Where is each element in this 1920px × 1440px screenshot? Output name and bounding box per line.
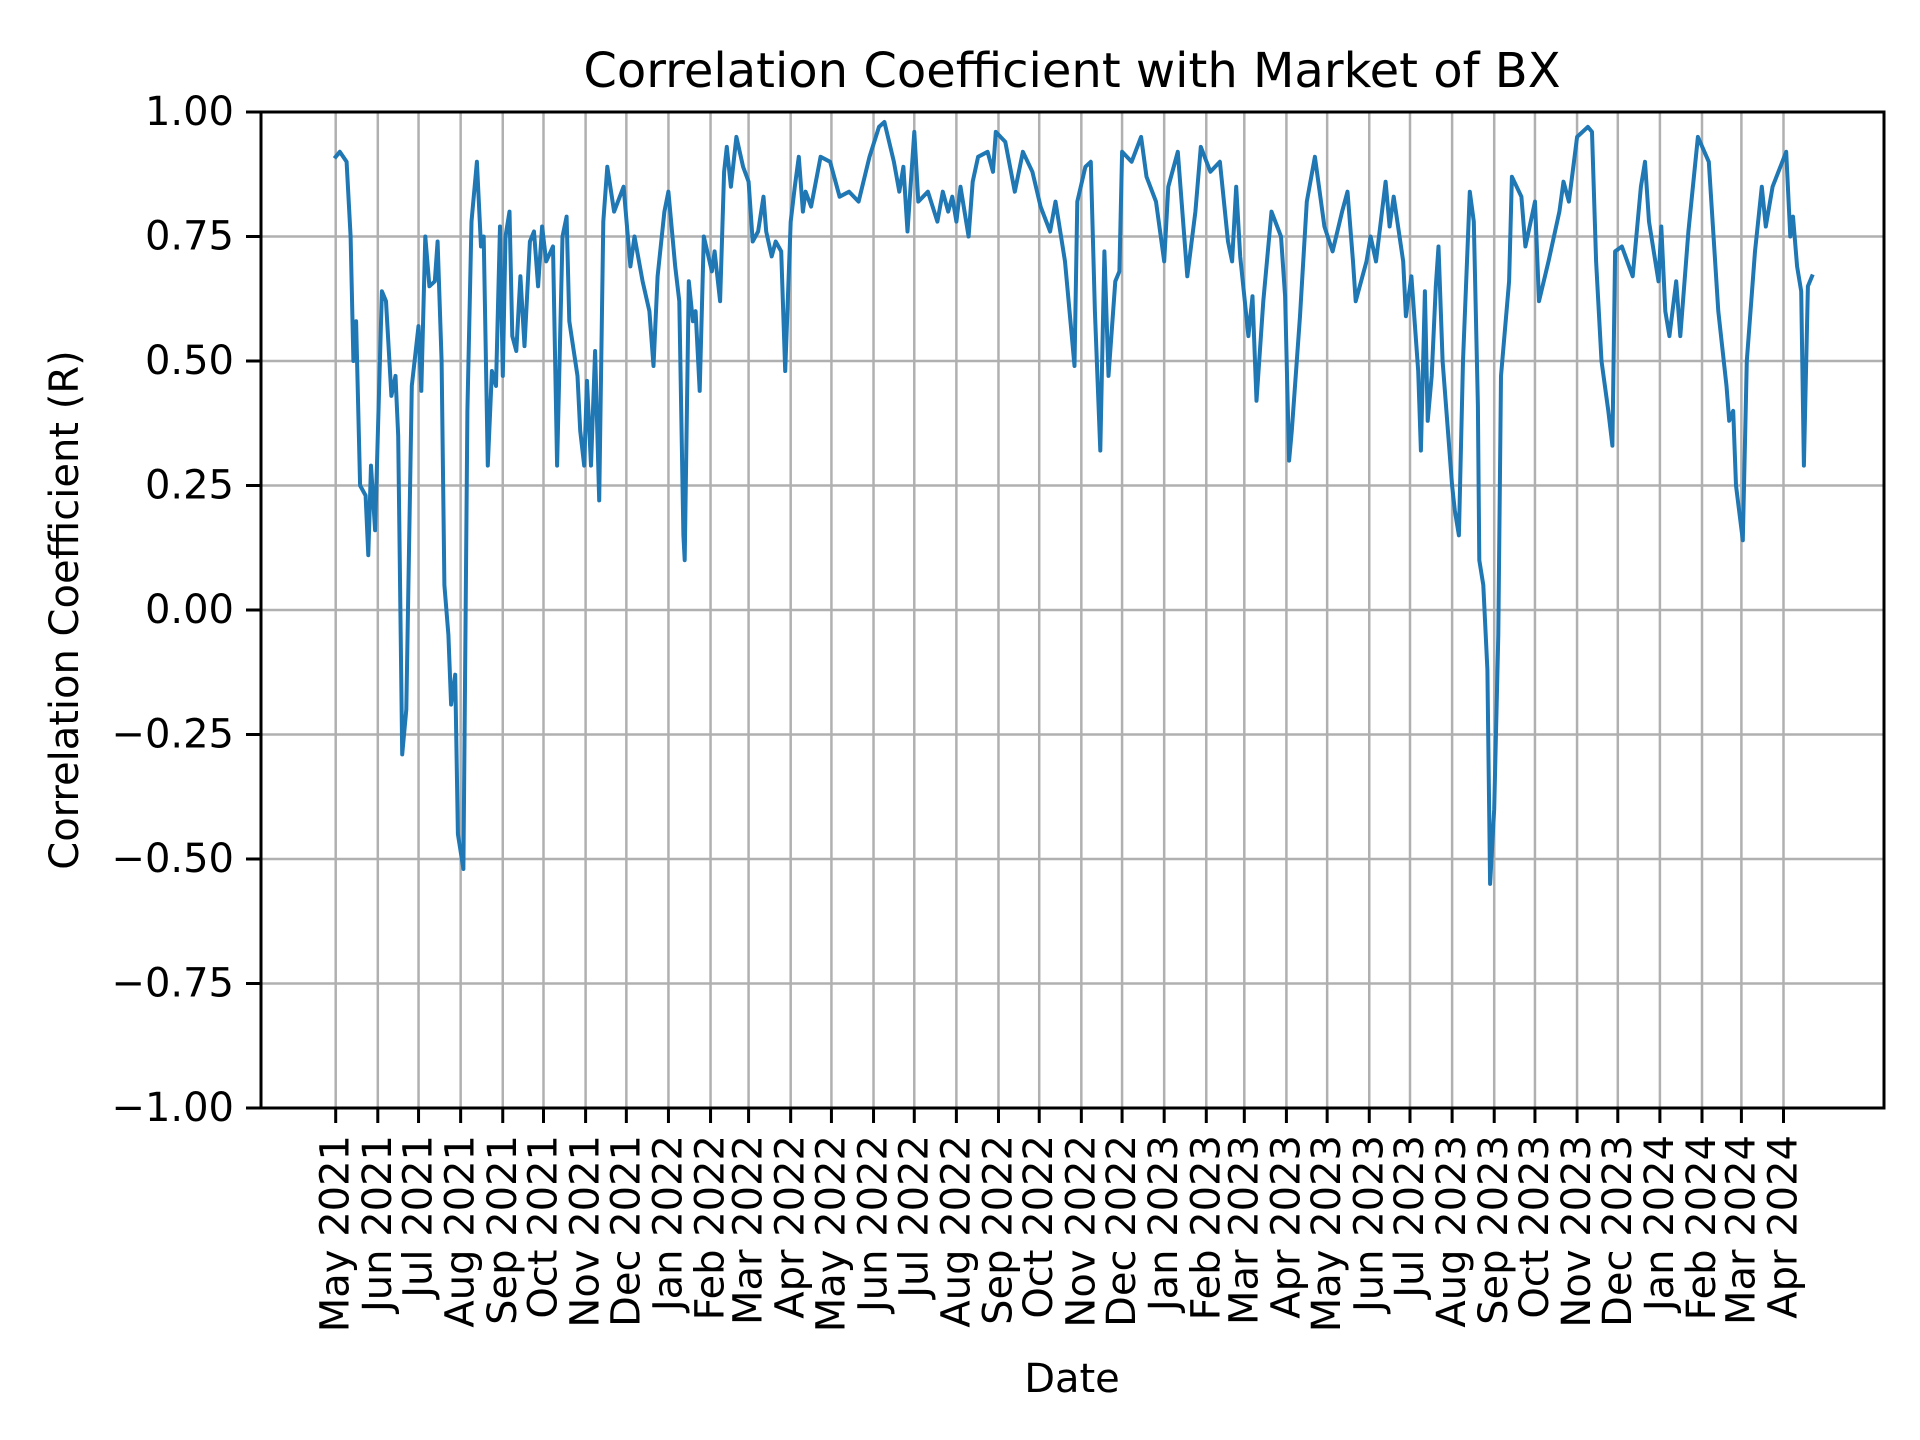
x-tick-label: Jan 2023: [1141, 1135, 1187, 1314]
x-axis-label: Date: [1024, 1356, 1120, 1402]
x-tick-label: Aug 2021: [438, 1135, 484, 1328]
y-tick-label: 0.00: [145, 587, 234, 633]
x-tick-label: Apr 2023: [1263, 1135, 1309, 1319]
x-tick-label: Dec 2023: [1595, 1135, 1641, 1327]
x-tick-label: Sep 2022: [975, 1135, 1021, 1325]
x-tick-label: Apr 2022: [768, 1135, 814, 1319]
x-tick-label: Oct 2021: [520, 1135, 566, 1319]
x-tick-label: Oct 2022: [1016, 1135, 1062, 1319]
x-tick-label: Feb 2024: [1679, 1135, 1725, 1320]
x-tick-label: May 2023: [1304, 1135, 1350, 1332]
x-tick-label: May 2022: [808, 1135, 854, 1332]
plot-area: [332, 120, 1815, 886]
x-tick-label: Jul 2021: [396, 1135, 442, 1301]
x-tick-label: Sep 2023: [1471, 1135, 1517, 1325]
x-tick-label: May 2021: [313, 1135, 359, 1332]
y-tick-label: 0.75: [145, 214, 234, 260]
x-tick-label: Aug 2022: [933, 1135, 979, 1328]
y-tick-label: 1.00: [145, 89, 234, 135]
x-tick-label: Jul 2022: [891, 1135, 937, 1301]
x-tick-label: Jan 2024: [1637, 1135, 1683, 1314]
x-tick-label: Mar 2024: [1718, 1135, 1764, 1325]
x-tick-label: Dec 2022: [1099, 1135, 1145, 1327]
x-tick-label: Sep 2021: [480, 1135, 526, 1325]
x-tick-label: Jun 2022: [851, 1135, 897, 1315]
x-tick-label: Apr 2024: [1760, 1135, 1806, 1319]
y-tick-label: −0.25: [111, 712, 234, 758]
y-axis: 1.00 0.75 0.50 0.25 0.00 −0.25 −0.50 −0.75 −1.00: [111, 89, 261, 1131]
x-tick-label: Feb 2022: [688, 1135, 734, 1320]
x-tick-label: Aug 2023: [1429, 1135, 1475, 1328]
x-tick-label: Dec 2021: [603, 1135, 649, 1327]
x-tick-label: Jun 2023: [1346, 1135, 1392, 1315]
x-tick-label: Mar 2023: [1221, 1135, 1267, 1325]
x-tick-label: Jul 2023: [1387, 1135, 1433, 1301]
y-tick-label: 0.25: [145, 463, 234, 509]
chart-title: Correlation Coefficient with Market of B…: [583, 43, 1560, 99]
y-tick-label: 0.50: [145, 338, 234, 384]
x-tick-label: Jun 2021: [355, 1135, 401, 1315]
x-tick-label: Feb 2023: [1183, 1135, 1229, 1320]
x-tick-label: Nov 2023: [1554, 1135, 1600, 1328]
x-tick-label: Jan 2022: [645, 1135, 691, 1314]
y-tick-label: −0.50: [111, 836, 234, 882]
x-tick-label: Nov 2021: [563, 1135, 609, 1328]
y-tick-label: −0.75: [111, 961, 234, 1007]
x-tick-label: Mar 2022: [726, 1135, 772, 1325]
series-line: [332, 120, 1815, 886]
x-tick-label: Nov 2022: [1058, 1135, 1104, 1328]
x-tick-label: Oct 2023: [1512, 1135, 1558, 1319]
y-axis-label: Correlation Coefficient (R): [42, 350, 88, 869]
y-tick-label: −1.00: [111, 1085, 234, 1131]
